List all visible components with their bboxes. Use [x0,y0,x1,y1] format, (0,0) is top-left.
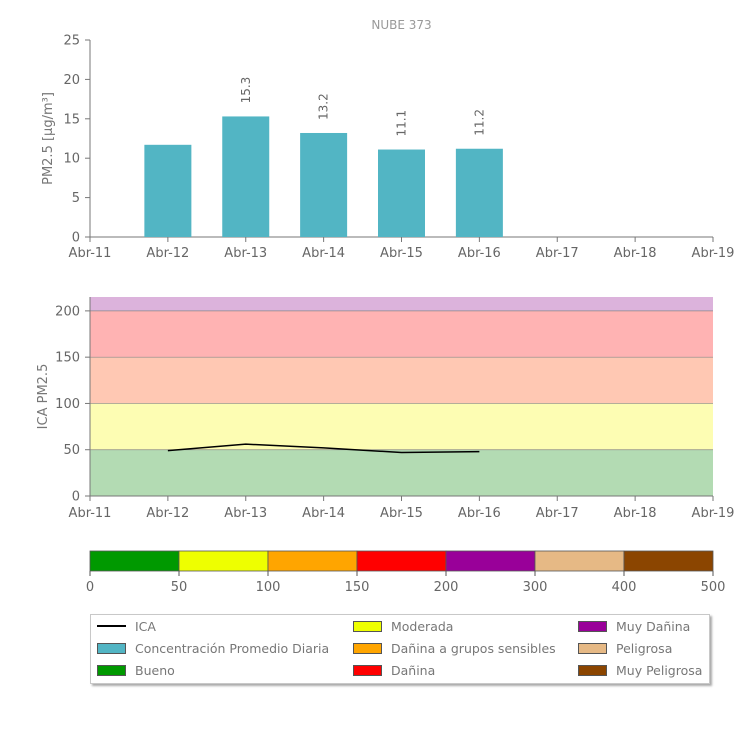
ica-y-axis-label: ICA PM2.5 [36,364,51,430]
legend-label: Moderada [391,618,454,634]
ica-y-tick-label: 50 [63,443,80,458]
scale-tick-label: 200 [434,580,459,595]
bar-y-tick-label: 5 [72,191,80,206]
bar-y-tick-label: 0 [72,231,80,246]
scale-tick-label: 100 [256,580,281,595]
legend-item: Bueno [97,662,175,678]
bar-x-tick-label: Abr-18 [614,246,657,261]
legend-item: Muy Peligrosa [578,662,702,678]
ica-x-tick-label: Abr-15 [380,506,423,521]
ica-series-line [167,443,480,454]
ica-y-tick-label: 150 [55,351,80,366]
bar-x-tick-label: Abr-12 [146,246,189,261]
legend-label: Peligrosa [616,640,673,656]
ica-band [90,310,713,358]
scale-segment [356,550,447,572]
legend-swatch [97,642,126,654]
bar-x-tick-label: Abr-14 [302,246,345,261]
ica-band [90,297,713,311]
bar-x-tick-label: Abr-17 [536,246,579,261]
bar-y-tick-label: 15 [63,112,80,127]
ica-x-tick-label: Abr-17 [536,506,579,521]
ica-x-tick-label: Abr-16 [458,506,501,521]
legend-label: Muy Dañina [616,618,691,634]
legend-item: Concentración Promedio Diaria [97,640,329,656]
bar-data-label: 11.2 [472,109,486,136]
bar-x-tick-label: Abr-13 [224,246,267,261]
legend-swatch [353,664,382,676]
scale-segment [623,550,714,572]
scale-tick-label: 300 [523,580,548,595]
ica-y-tick-label: 100 [55,397,80,412]
legend-item: Moderada [353,618,453,634]
legend-swatch [578,664,607,676]
scale-segment [267,550,358,572]
scale-segment [445,550,536,572]
bar-x-tick-label: Abr-16 [458,246,501,261]
ica-x-tick-label: Abr-19 [692,506,735,521]
legend-label: Concentración Promedio Diaria [135,640,330,656]
legend-swatch [578,620,607,632]
bar-y-tick-label: 20 [63,73,80,88]
legend-swatch [353,642,382,654]
scale-tick-label: 50 [171,580,188,595]
ica-x-tick-label: Abr-13 [224,506,267,521]
scale-segment [178,550,269,572]
ica-band [90,403,713,450]
bar-x-tick-label: Abr-19 [692,246,735,261]
legend-swatch [353,620,382,632]
bar-x-tick-label: Abr-15 [380,246,423,261]
ica-band [90,357,713,404]
legend-label: Dañina [391,662,436,678]
legend-label: Dañina a grupos sensibles [391,640,556,656]
legend-swatch [97,664,126,676]
ica-x-tick-label: Abr-11 [69,506,112,521]
chart-title: NUBE 373 [371,18,431,32]
scale-tick-label: 400 [612,580,637,595]
scale-tick-label: 0 [86,580,94,595]
ica-x-tick-label: Abr-12 [146,506,189,521]
bar [378,149,425,237]
bar-data-label: 11.1 [395,110,409,137]
bar-x-tick-label: Abr-11 [69,246,112,261]
legend-label: Bueno [135,662,175,678]
ica-y-tick-label: 0 [72,490,80,505]
legend-item: Muy Dañina [578,618,690,634]
ica-x-tick-label: Abr-14 [302,506,345,521]
scale-tick-label: 500 [701,580,726,595]
legend-swatch [578,642,607,654]
bar [144,144,192,237]
bar-y-tick-label: 25 [63,34,80,49]
bar [300,132,348,237]
bar [455,148,503,237]
legend-label: Muy Peligrosa [616,662,703,678]
legend-item: ICA [97,618,156,634]
legend-item: Dañina [353,662,435,678]
bar-y-tick-label: 10 [63,152,80,167]
scale-segment [534,550,625,572]
ica-x-tick-label: Abr-18 [614,506,657,521]
legend-label: ICA [135,618,156,634]
scale-segment [89,550,180,572]
bar-y-axis-label: PM2.5 [μg/m³] [41,92,56,185]
ica-y-tick-label: 200 [55,304,80,319]
legend-item: Peligrosa [578,640,672,656]
legend: ICA Concentración Promedio Diaria Bueno Mod… [90,614,710,684]
bar-data-label: 15.3 [239,77,253,104]
legend-swatch [97,625,126,627]
bar-data-label: 13.2 [317,93,331,120]
ica-band [90,449,713,496]
scale-tick-label: 150 [345,580,370,595]
bar [222,116,270,237]
legend-item: Dañina a grupos sensibles [353,640,556,656]
